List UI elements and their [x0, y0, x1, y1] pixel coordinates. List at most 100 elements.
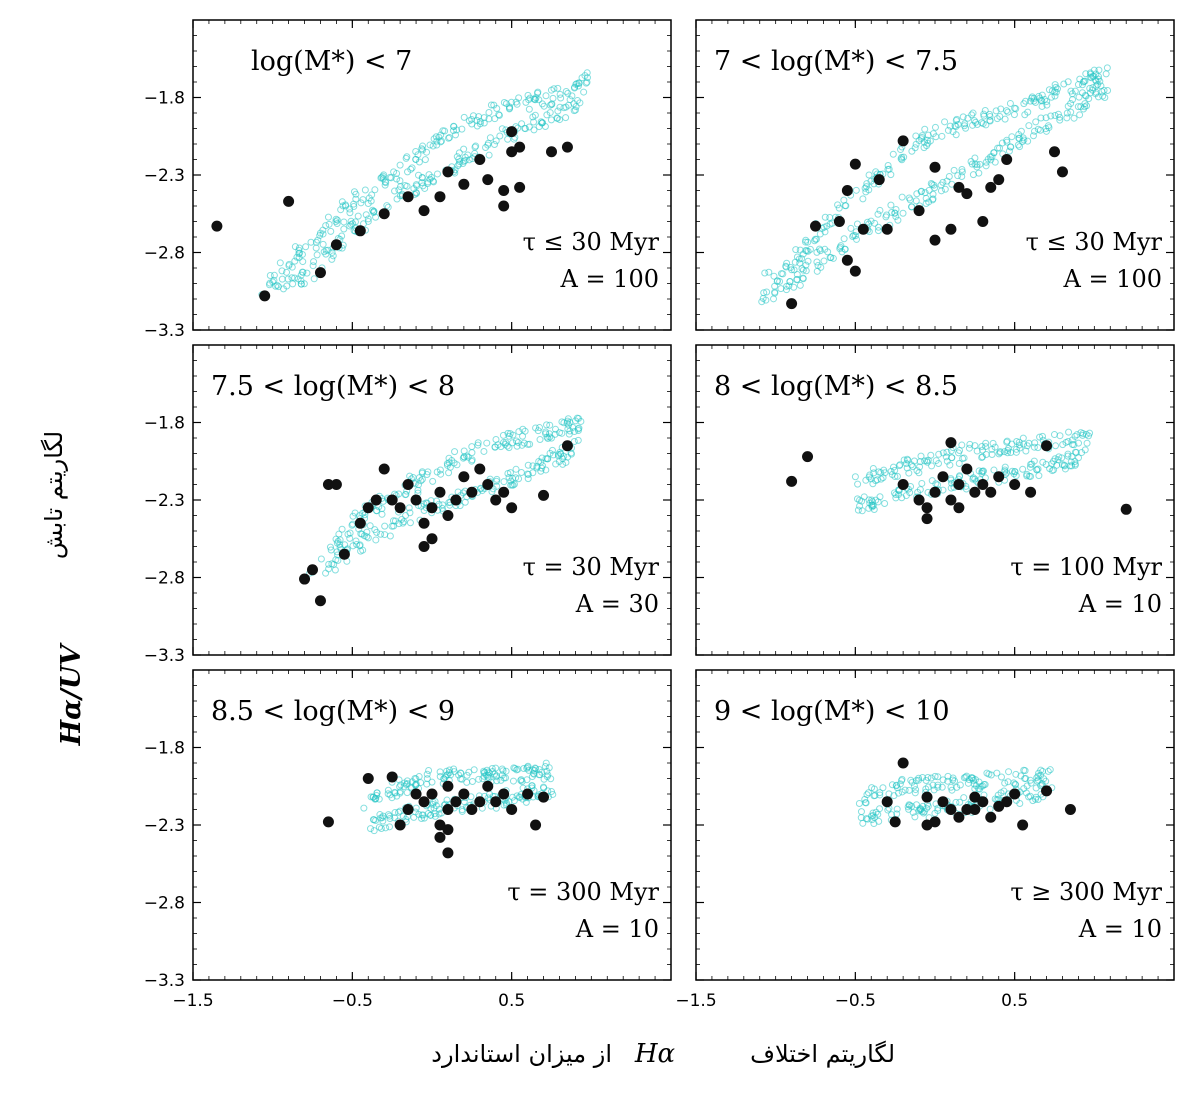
- model-point: [970, 117, 978, 125]
- model-point: [476, 120, 484, 128]
- observed-point: [1056, 166, 1068, 178]
- model-point: [777, 285, 785, 293]
- model-point: [536, 436, 544, 444]
- model-point: [934, 783, 942, 791]
- y-tick-label: −3.3: [144, 646, 185, 666]
- model-point: [378, 510, 386, 518]
- model-point: [538, 119, 546, 127]
- tau-label: τ ≤ 30 Myr: [523, 228, 660, 256]
- model-point: [1092, 90, 1100, 98]
- observed-point: [945, 437, 957, 449]
- model-point: [937, 181, 945, 189]
- model-point: [922, 199, 930, 207]
- model-point: [820, 223, 828, 231]
- model-point: [333, 219, 341, 227]
- model-point: [529, 469, 537, 477]
- model-point: [834, 201, 842, 209]
- model-point: [1017, 772, 1025, 780]
- model-point: [959, 113, 967, 121]
- model-point: [1043, 97, 1051, 105]
- observed-point: [490, 494, 502, 506]
- model-point: [436, 768, 444, 776]
- model-point: [528, 782, 536, 790]
- model-point: [327, 546, 335, 554]
- model-point: [908, 147, 916, 155]
- model-point: [869, 480, 877, 488]
- model-point: [480, 114, 488, 122]
- model-point: [535, 424, 543, 432]
- model-point: [1046, 766, 1054, 774]
- model-point: [583, 74, 591, 82]
- panels: −1.8 −2.3 −2.8 −3.3 log(M*) < 7 τ ≤ 30 Myr A =…: [144, 19, 1175, 1011]
- model-point: [853, 220, 861, 228]
- model-point: [956, 781, 964, 789]
- model-point: [460, 113, 468, 121]
- y-tick-label: −2.8: [144, 894, 185, 914]
- observed-point: [378, 208, 390, 220]
- model-point: [965, 444, 973, 452]
- observed-point: [985, 486, 997, 498]
- model-point: [1004, 108, 1012, 116]
- model-point: [514, 765, 522, 773]
- model-point: [477, 485, 485, 493]
- model-point: [493, 777, 501, 785]
- observed-point: [426, 533, 438, 545]
- model-point: [1070, 441, 1078, 449]
- model-point: [381, 531, 389, 539]
- model-point: [1033, 774, 1041, 782]
- model-point: [583, 78, 591, 86]
- model-point: [896, 780, 904, 788]
- model-point: [862, 183, 870, 191]
- model-point: [520, 439, 528, 447]
- model-point: [556, 103, 564, 111]
- model-point: [559, 460, 567, 468]
- model-point: [802, 267, 810, 275]
- model-point: [379, 812, 387, 820]
- model-point: [1064, 450, 1072, 458]
- model-point: [894, 789, 902, 797]
- model-point: [370, 827, 378, 835]
- model-point: [1034, 444, 1042, 452]
- model-point: [900, 456, 908, 464]
- model-point: [1004, 778, 1012, 786]
- model-point: [384, 786, 392, 794]
- a-label: A = 100: [1062, 265, 1162, 293]
- model-point: [1029, 132, 1037, 140]
- model-point: [491, 140, 499, 148]
- model-point: [811, 235, 819, 243]
- model-point: [934, 460, 942, 468]
- model-point: [542, 428, 550, 436]
- model-point: [468, 120, 476, 128]
- model-point: [958, 172, 966, 180]
- model-point: [413, 189, 421, 197]
- model-point: [265, 281, 273, 289]
- model-point: [884, 162, 892, 170]
- model-point: [542, 92, 550, 100]
- y-tick-label: −2.8: [144, 244, 185, 264]
- model-point: [992, 107, 1000, 115]
- observed-point: [354, 225, 366, 237]
- model-point: [773, 277, 781, 285]
- model-point: [1053, 461, 1061, 469]
- model-point: [888, 781, 896, 789]
- model-point: [485, 151, 493, 159]
- model-point: [421, 184, 429, 192]
- observed-point: [442, 166, 454, 178]
- model-point: [874, 210, 882, 218]
- model-point: [995, 144, 1003, 152]
- a-label: A = 10: [1078, 915, 1162, 943]
- model-point: [996, 113, 1004, 121]
- model-point: [1027, 472, 1035, 480]
- model-point: [377, 530, 385, 538]
- model-point: [521, 125, 529, 133]
- model-point: [969, 475, 977, 483]
- observed-point: [993, 471, 1005, 483]
- model-point: [538, 462, 546, 470]
- model-point: [967, 157, 975, 165]
- model-point: [446, 133, 454, 141]
- model-point: [926, 137, 934, 145]
- model-point: [310, 275, 318, 283]
- model-point: [366, 825, 374, 833]
- model-point: [938, 783, 946, 791]
- y-axis-text: لگاریتم تابش: [40, 431, 68, 559]
